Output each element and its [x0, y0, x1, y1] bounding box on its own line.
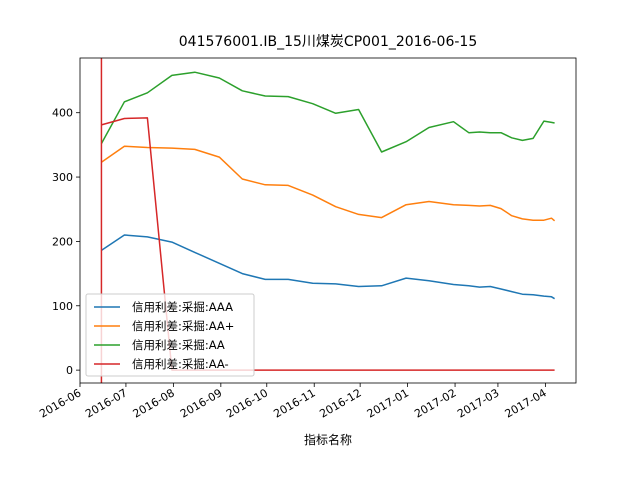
series-line-1 [100, 234, 555, 300]
plot-frame [79, 57, 577, 384]
legend-label-1: 信用利差:采掘:AAA [132, 300, 233, 314]
y-tick-label: 100 [52, 300, 73, 313]
chart-title: 041576001.IB_15川煤炭CP001_2016-06-15 [179, 34, 477, 50]
x-tick-label: 2017-01 [365, 386, 411, 420]
series-line-2 [100, 145, 556, 222]
legend-label-4: 信用利差:采掘:AA- [132, 357, 229, 371]
x-tick-label: 2016-07 [83, 386, 129, 420]
y-axis: 0 100 200 300 400 [52, 107, 80, 377]
x-tick-label: 2016-08 [131, 386, 177, 420]
y-tick-label: 300 [52, 171, 73, 184]
x-tick-label: 2017-02 [412, 386, 458, 420]
series-line-3 [100, 71, 555, 153]
legend: 信用利差:采掘:AAA 信用利差:采掘:AA+ 信用利差:采掘:AA 信用利差:采掘:… [85, 293, 255, 377]
x-axis: 2016-06 2016-07 2016-08 2016-09 2016-10 2016-… [37, 383, 549, 421]
x-tick-label: 2016-12 [317, 386, 363, 420]
y-tick-label: 0 [66, 364, 73, 377]
x-tick-label: 2016-10 [224, 386, 270, 420]
x-tick-label: 2017-04 [503, 386, 549, 420]
x-tick-label: 2016-11 [271, 386, 317, 420]
y-tick-label: 200 [52, 235, 73, 248]
x-tick-label: 2016-06 [37, 386, 83, 420]
legend-label-2: 信用利差:采掘:AA+ [132, 319, 234, 333]
x-tick-label: 2017-03 [455, 386, 501, 420]
x-tick-label: 2016-09 [178, 386, 224, 420]
legend-box [85, 293, 255, 377]
legend-label-3: 信用利差:采掘:AA [132, 338, 225, 352]
y-tick-label: 400 [52, 107, 73, 120]
series-line-4 [101, 117, 555, 371]
x-axis-label: 指标名称 [304, 432, 352, 447]
plot-area [79, 57, 577, 384]
